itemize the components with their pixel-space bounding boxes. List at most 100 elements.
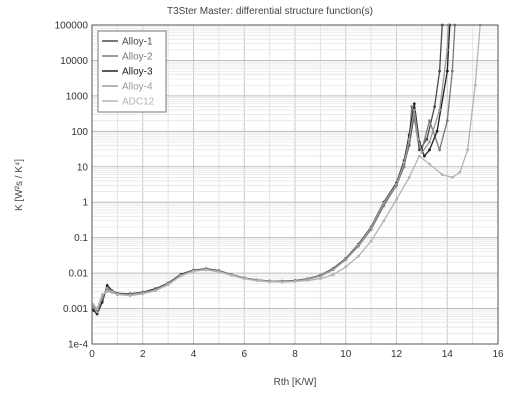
data-point — [369, 226, 373, 230]
y-tick-label: 100 — [71, 127, 88, 138]
data-point — [428, 148, 431, 152]
data-point — [438, 69, 441, 73]
data-point — [425, 137, 429, 141]
y-tick-label: 1000 — [66, 91, 89, 102]
data-point — [428, 162, 431, 166]
data-point — [293, 280, 297, 283]
y-axis-ticks: 1e-4 0.001 0.01 0.1 1 10 100 1000 10000 100000 — [55, 21, 89, 351]
y-tick-label: 10000 — [60, 56, 88, 67]
data-point — [91, 308, 95, 312]
data-point — [204, 268, 208, 272]
data-point — [91, 303, 95, 306]
y-tick-label: 1e-4 — [68, 340, 88, 351]
data-point — [410, 105, 414, 108]
data-point — [357, 243, 360, 247]
data-point — [420, 151, 424, 155]
y-tick-label: 1 — [82, 198, 88, 209]
data-point — [105, 286, 109, 290]
data-point — [110, 291, 114, 295]
data-point — [154, 289, 157, 293]
plot-border — [91, 24, 499, 345]
legend: Alloy-1 Alloy-2 Alloy-3 Alloy-4 ADC12 — [97, 30, 167, 113]
x-tick-label: 6 — [241, 349, 247, 360]
data-point — [450, 69, 454, 73]
data-point — [445, 119, 449, 123]
y-tick-label: 10 — [77, 162, 89, 173]
data-point — [433, 105, 436, 108]
y-tick-label: 0.001 — [63, 304, 88, 315]
legend-entry: Alloy-1 — [122, 37, 153, 48]
data-point — [412, 108, 416, 112]
data-point — [369, 239, 373, 243]
y-tick-label: 0.1 — [74, 233, 88, 244]
data-point — [268, 280, 271, 284]
data-point — [319, 274, 322, 277]
x-axis-label: Rth [K/W] — [274, 377, 317, 388]
data-point — [255, 279, 259, 283]
data-point — [217, 270, 221, 274]
data-point — [402, 161, 406, 165]
data-point — [100, 293, 104, 296]
data-point — [416, 137, 420, 141]
legend-entry: Alloy-2 — [122, 52, 153, 63]
data-point — [450, 176, 454, 179]
data-point — [412, 102, 416, 106]
chart-title: T3Ster Master: differential structure fu… — [167, 6, 373, 17]
data-point — [428, 140, 431, 144]
y-tick-label: 100000 — [55, 21, 89, 32]
data-point — [357, 254, 360, 258]
data-point — [179, 274, 183, 278]
data-point — [445, 48, 449, 52]
data-point — [166, 283, 170, 287]
data-point — [280, 280, 284, 284]
data-point — [435, 129, 439, 133]
data-point — [423, 154, 426, 158]
data-point — [242, 277, 246, 280]
data-point — [128, 294, 132, 298]
data-point — [473, 83, 477, 87]
data-point — [344, 257, 348, 261]
data-point — [438, 148, 441, 152]
data-point — [382, 219, 386, 223]
data-point — [95, 312, 99, 316]
x-tick-label: 10 — [340, 349, 352, 360]
legend-entry: Alloy-4 — [122, 82, 153, 93]
x-tick-label: 14 — [442, 349, 454, 360]
data-point — [417, 154, 421, 158]
data-point — [105, 284, 109, 287]
data-point — [438, 108, 441, 112]
data-point — [382, 201, 386, 205]
data-point — [306, 279, 310, 282]
legend-entry: Alloy-3 — [122, 67, 153, 78]
data-point — [95, 307, 99, 310]
data-point — [331, 273, 335, 277]
data-point — [319, 277, 322, 280]
data-point — [466, 148, 469, 152]
data-point — [192, 269, 195, 273]
data-point — [141, 292, 145, 296]
data-point — [105, 290, 109, 293]
x-tick-label: 8 — [292, 349, 298, 360]
data-point — [395, 198, 398, 201]
data-point — [230, 273, 234, 277]
data-point — [417, 148, 421, 152]
data-point — [116, 293, 119, 296]
data-point — [344, 265, 348, 269]
data-point — [407, 137, 411, 141]
y-axis-label: K [W²s / K⁴] — [14, 159, 25, 211]
x-axis-ticks: 0 2 4 6 8 10 12 14 16 — [89, 349, 504, 360]
data-point — [91, 305, 95, 309]
y-tick-label: 0.01 — [69, 269, 89, 280]
x-tick-label: 4 — [191, 349, 197, 360]
data-point — [440, 173, 444, 177]
x-tick-label: 2 — [140, 349, 146, 360]
x-tick-label: 16 — [492, 349, 504, 360]
legend-entry: ADC12 — [122, 97, 155, 108]
data-point — [407, 176, 411, 179]
x-tick-label: 0 — [89, 349, 95, 360]
data-point — [331, 267, 335, 271]
data-point — [428, 119, 431, 123]
x-tick-label: 12 — [391, 349, 403, 360]
data-point — [95, 310, 99, 314]
